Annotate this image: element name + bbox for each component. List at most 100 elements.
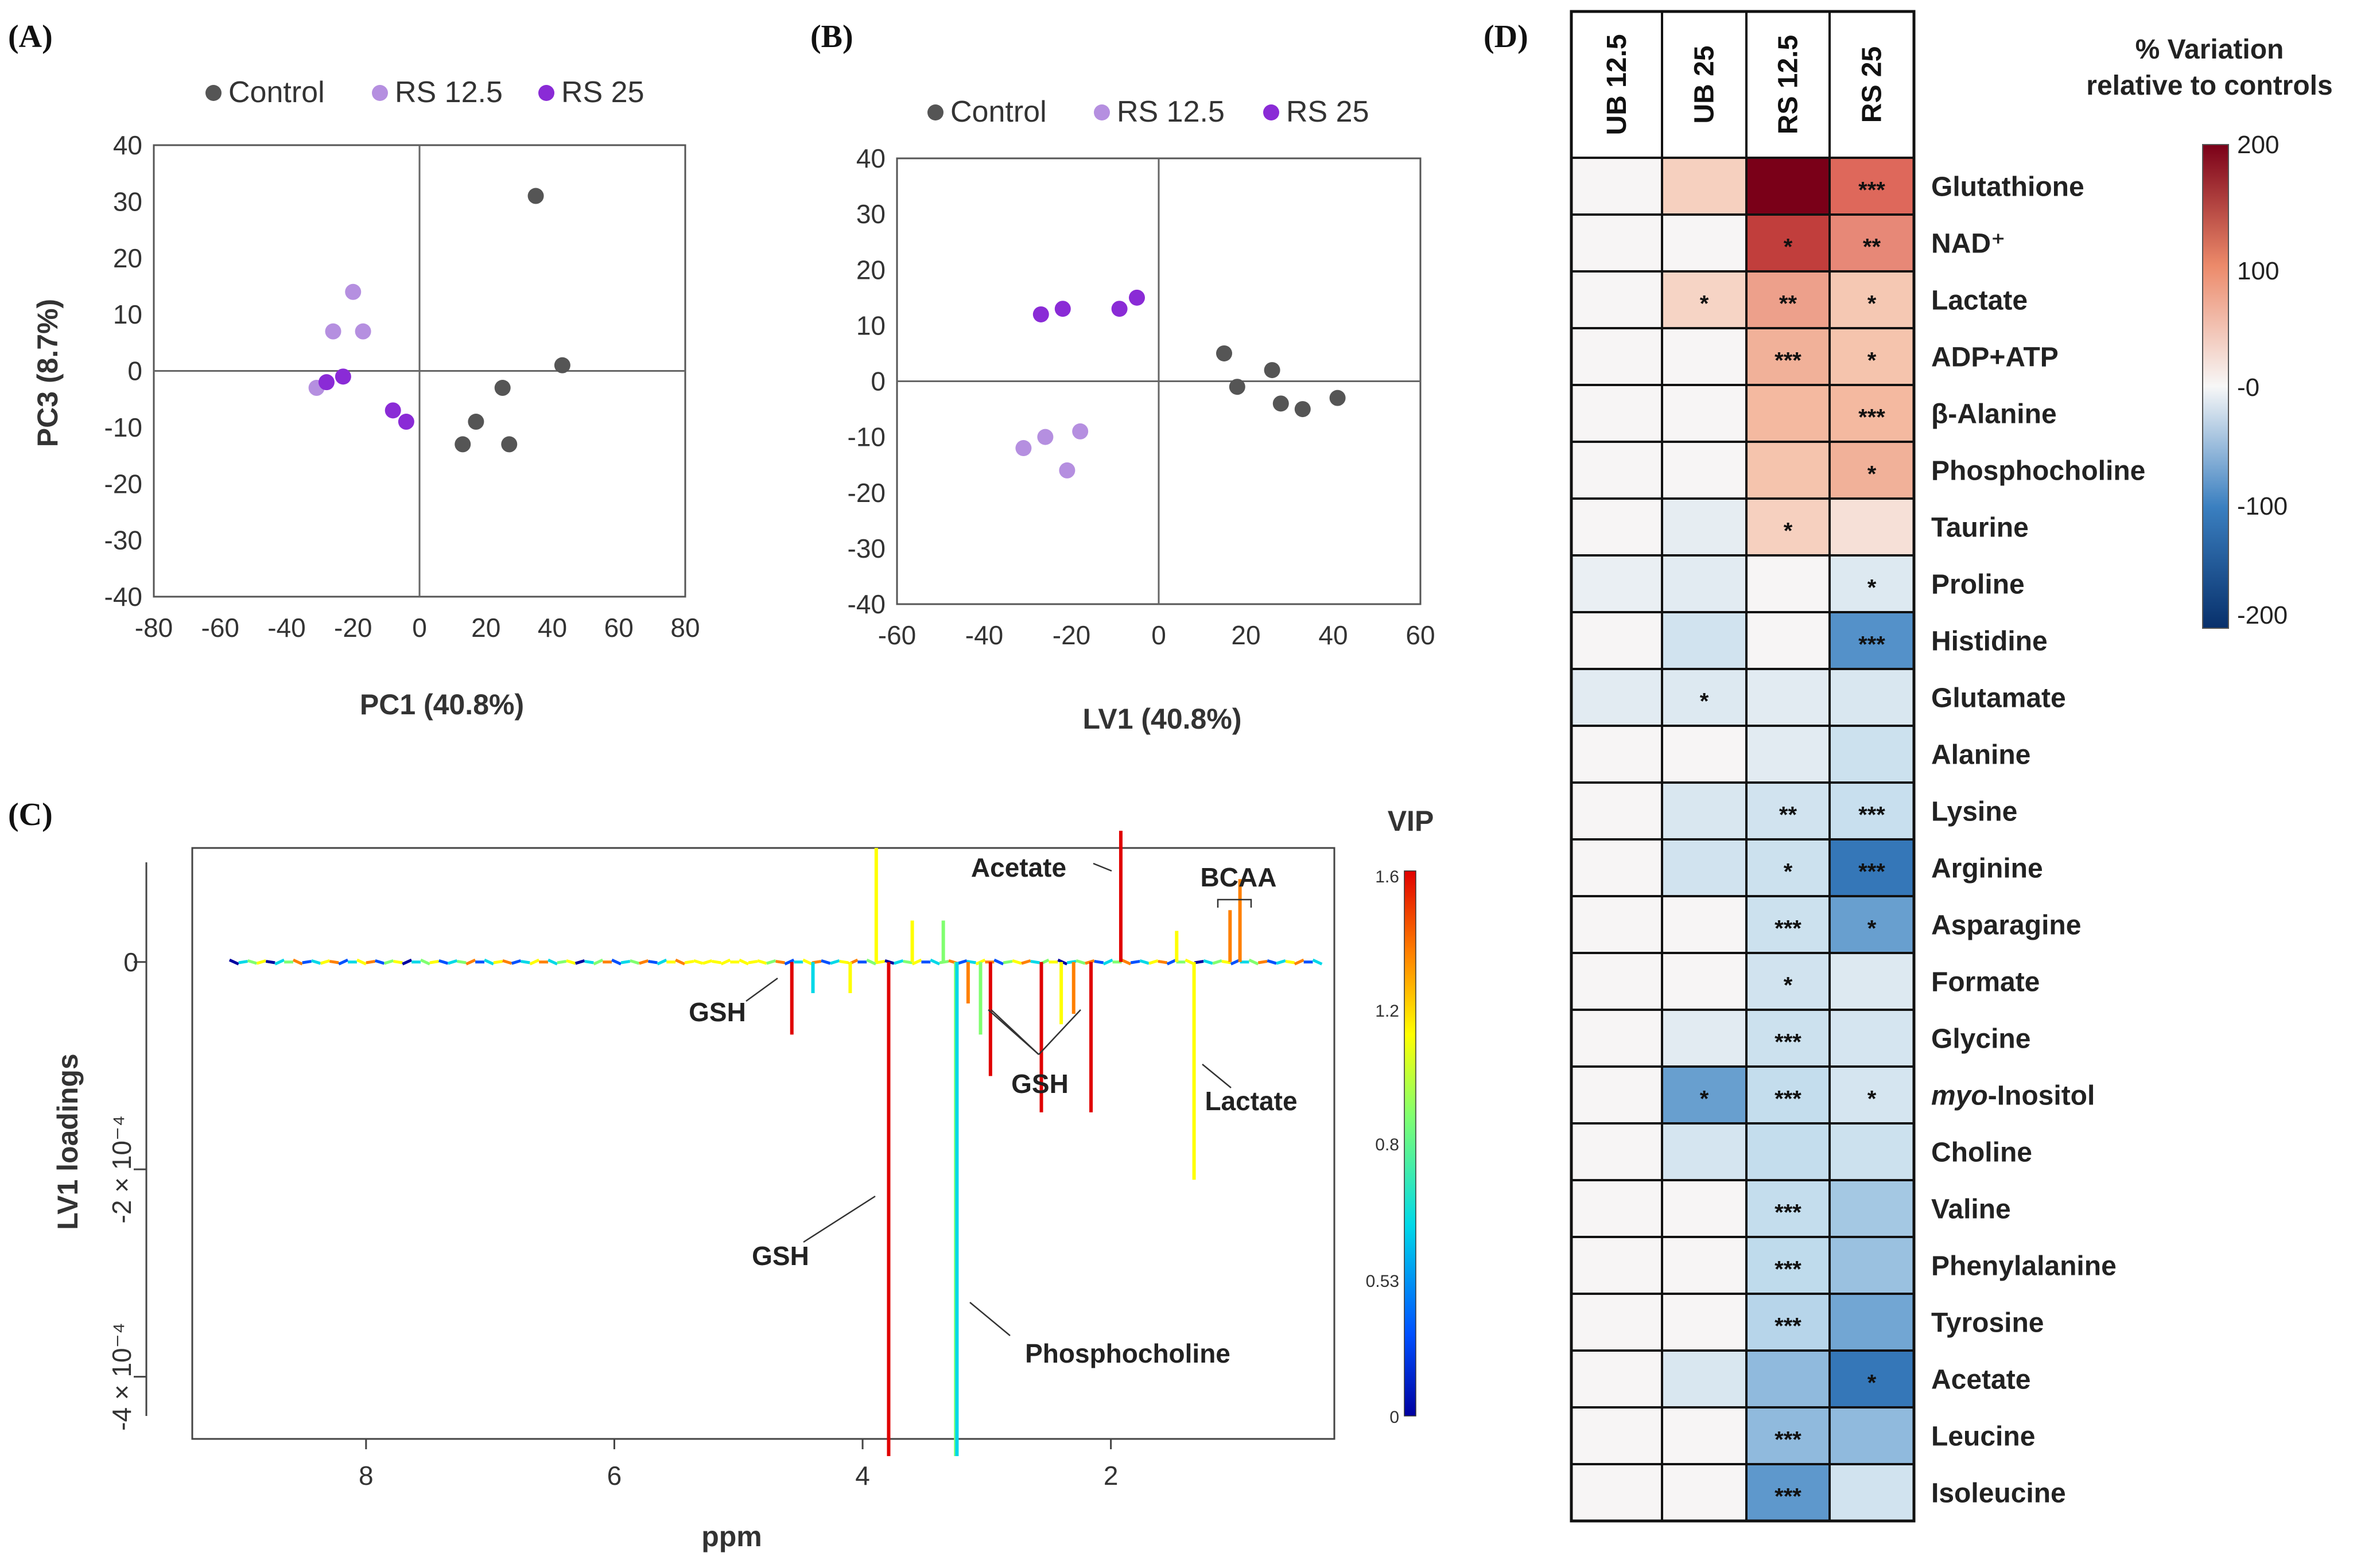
vip-colorbar-title: VIP (1388, 805, 1434, 837)
spectrum-segment (839, 960, 849, 964)
heatmap-cell (1570, 952, 1663, 1011)
colorbar-tick-label: 200 (2237, 131, 2279, 159)
spectrum-segment (356, 958, 367, 966)
point-control (1329, 390, 1346, 406)
heatmap-cell (1570, 668, 1663, 727)
significance-stars: * (1867, 575, 1877, 601)
heatmap-cell (1828, 1293, 1915, 1352)
legend-marker-1 (1094, 104, 1110, 120)
metabolite-label: Arginine (1931, 854, 2043, 884)
leader-phosphocholine (969, 1302, 1011, 1336)
significance-stars: * (1784, 519, 1793, 544)
significance-stars: * (1867, 462, 1877, 487)
spectrum-segment (784, 958, 795, 966)
spectrum-segment (875, 960, 886, 964)
heatmap-cell (1745, 1065, 1831, 1125)
heatmap-cell (1828, 1236, 1915, 1295)
y-tick-label: 30 (856, 199, 886, 229)
significance-stars: *** (1858, 405, 1885, 430)
point-rs-12.5 (355, 323, 371, 340)
spectrum-segment (712, 960, 721, 964)
heatmap-cell (1745, 1122, 1831, 1181)
heatmap-cell (1570, 157, 1663, 216)
spectrum-segment (228, 958, 239, 966)
x-tick-label: -60 (201, 613, 239, 643)
heatmap-cell (1661, 668, 1748, 727)
legend-marker-1 (372, 85, 388, 101)
spectrum-segment (338, 958, 349, 966)
y-tick-label: 40 (113, 130, 142, 160)
heatmap-cell (1570, 895, 1663, 954)
metabolite-label: ADP+ATP (1931, 343, 2059, 373)
spectrum-segment (1276, 959, 1286, 965)
heatmap-cell (1661, 1349, 1748, 1409)
spectrum-segment (821, 959, 831, 965)
heatmap-cell (1661, 611, 1748, 670)
annotation-phosphocholine: Phosphocholine (1025, 1339, 1230, 1368)
significance-stars: *** (1775, 1314, 1801, 1339)
point-rs-25 (318, 374, 335, 391)
heatmap-cell (1745, 1349, 1831, 1409)
heatmap-cell (1661, 1236, 1748, 1295)
legend-marker-0 (205, 85, 222, 101)
heatmap-cell (1570, 497, 1663, 557)
heatmap-cell (1828, 213, 1915, 273)
column-header: UB 25 (1690, 45, 1720, 123)
spectrum-segment (511, 959, 522, 965)
annotation-gsh-1: GSH (689, 997, 746, 1027)
vip-colorbar: VIP 1.6 1.2 0.8 0.53 0 (1366, 805, 1434, 1427)
y-tick-label: 40 (856, 143, 886, 173)
significance-stars: *** (1775, 1257, 1801, 1282)
spectrum-segment (766, 959, 776, 965)
metabolite-label: Formate (1931, 967, 2040, 998)
colorbar-tick-label: -200 (2237, 601, 2288, 629)
significance-stars: *** (1858, 632, 1885, 657)
heatmap-cell (1570, 725, 1663, 784)
spectrum-segment (484, 958, 494, 966)
heatmap-cell (1745, 270, 1831, 329)
spectrum-segment (1148, 959, 1159, 965)
spectrum-segment (1130, 960, 1140, 964)
vip-tick-label: 0.53 (1366, 1272, 1399, 1291)
legend-label-0: Control (950, 95, 1047, 129)
heatmap-cell (1828, 1009, 1915, 1068)
significance-stars: * (1700, 689, 1709, 714)
leader-lactate (1202, 1064, 1232, 1088)
spectrum-segment (648, 960, 658, 964)
spectrum-segment (739, 958, 750, 966)
legend-marker-2 (1263, 104, 1279, 120)
spectrum-segment (1094, 960, 1104, 964)
heatmap-cell (1570, 270, 1663, 329)
heatmap-cell (1661, 213, 1748, 273)
metabolite-label: Taurine (1931, 513, 2029, 543)
spectrum-segment (329, 960, 339, 964)
leader-gsh-3 (803, 1195, 876, 1243)
column-header: RS 12.5 (1773, 35, 1804, 134)
heatmap-cell (1828, 270, 1915, 329)
x-axis-title-c: ppm (701, 1520, 762, 1553)
heatmap-cell (1661, 895, 1748, 954)
heatmap-cell (1570, 611, 1663, 670)
legend-marker-0 (927, 104, 943, 120)
heatmap-cell (1570, 781, 1663, 841)
y-tick-label: 10 (113, 299, 142, 329)
spectrum-segment (1003, 960, 1013, 964)
spectrum-segment (1312, 958, 1323, 966)
heatmap-cell (1570, 384, 1663, 443)
metabolite-label: Lactate (1931, 286, 2028, 316)
point-rs-25 (1032, 306, 1049, 322)
spectrum-segment (310, 959, 321, 965)
spectrum-segment (620, 960, 631, 964)
metabolite-label: Lysine (1931, 797, 2017, 827)
heatmap-cell (1828, 668, 1915, 727)
significance-stars: * (1867, 1087, 1877, 1112)
spectrum-segment (966, 960, 976, 964)
heatmap-cell (1570, 327, 1663, 386)
spectrum-segment (1139, 959, 1150, 965)
colorbar-tick-label: -0 (2237, 373, 2259, 402)
point-rs-12.5 (1037, 429, 1054, 445)
metabolite-label: Glycine (1931, 1024, 2030, 1055)
heatmap-cell (1570, 213, 1663, 273)
spectrum-segment (1257, 960, 1268, 964)
